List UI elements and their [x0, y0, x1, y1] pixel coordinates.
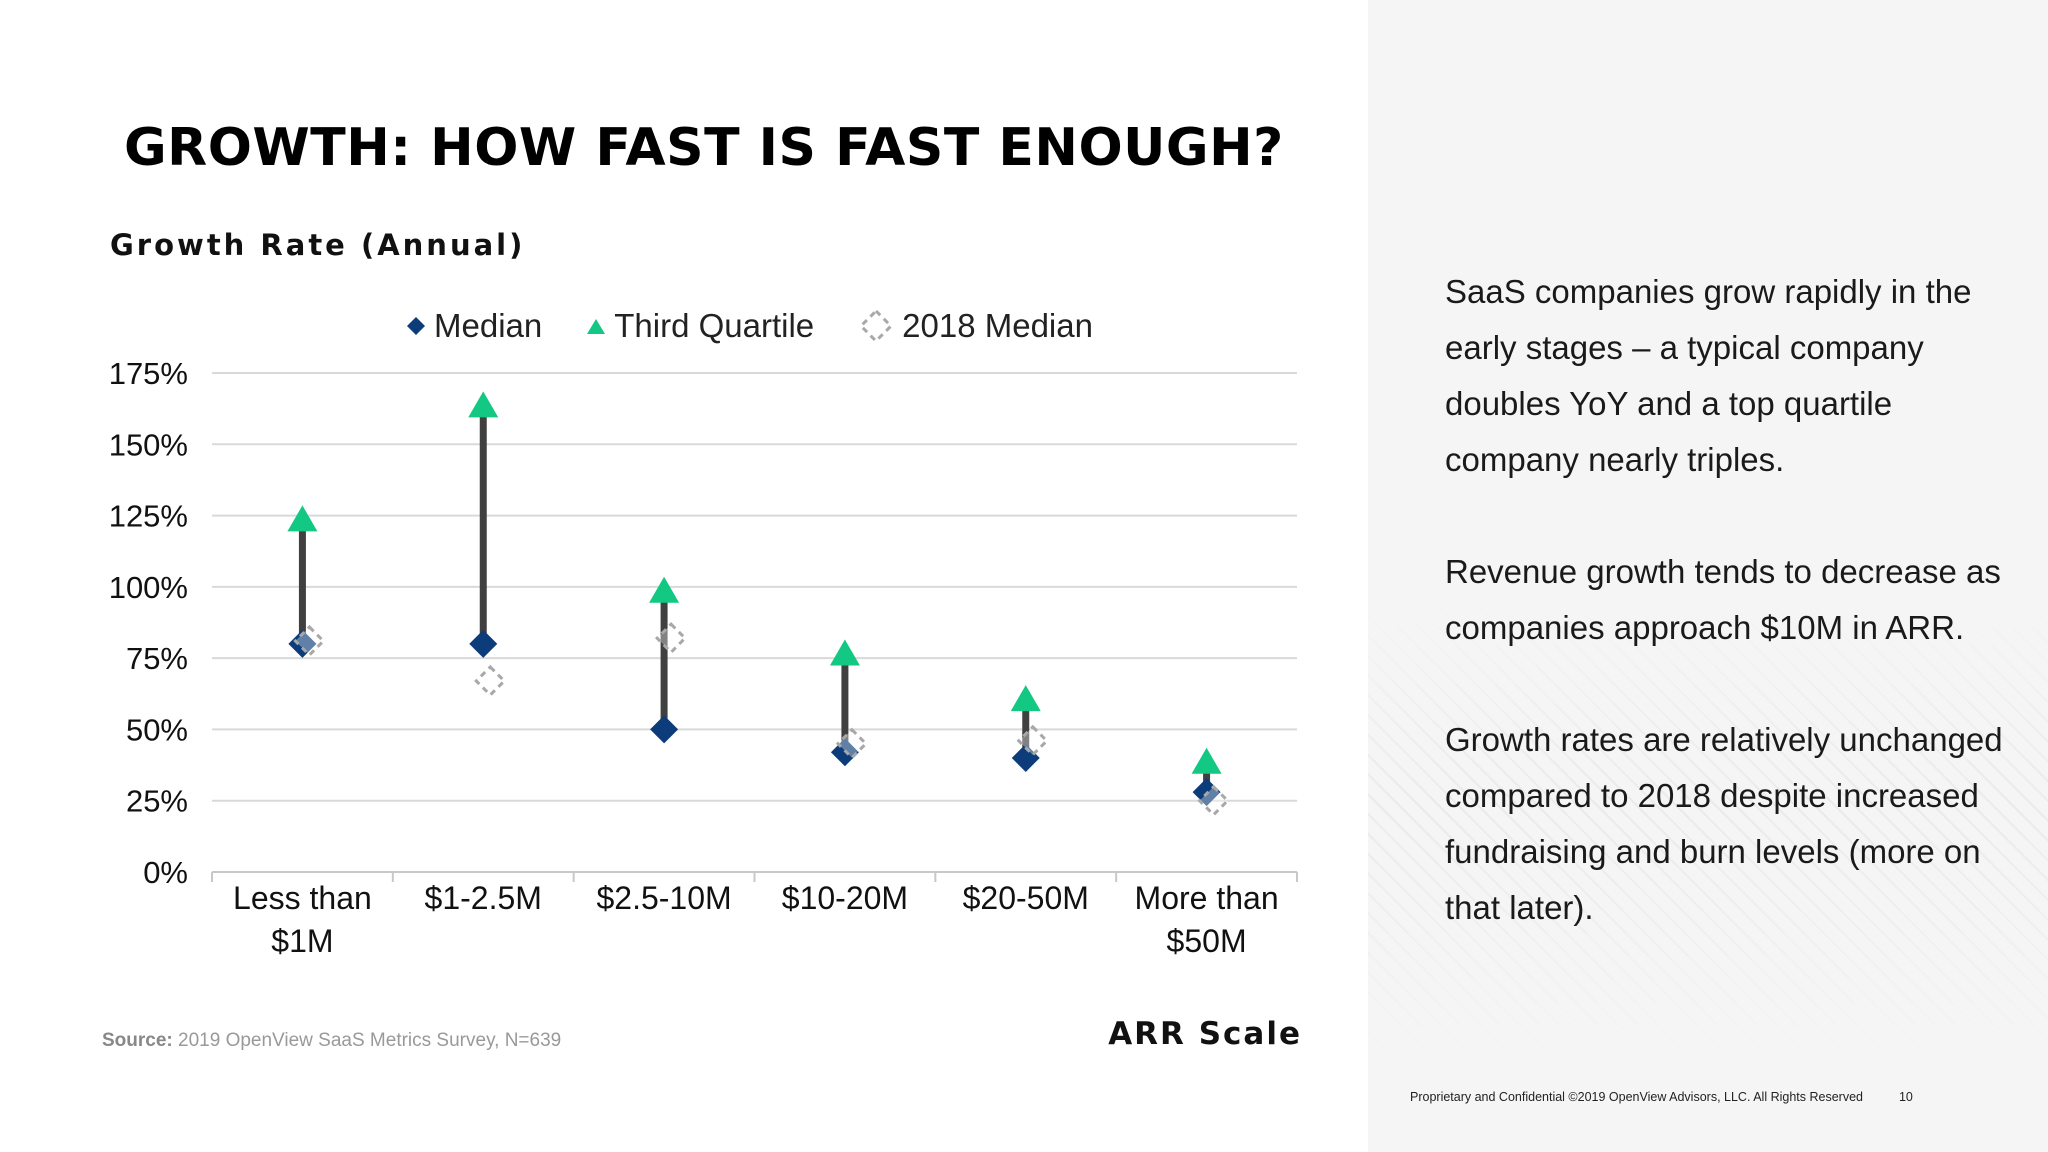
note-paragraph: SaaS companies grow rapidly in the early… — [1445, 273, 1972, 478]
legend-item-median: Median — [406, 307, 542, 345]
legend-item-2018-median: 2018 Median — [858, 307, 1093, 345]
y-tick-label: 50% — [126, 712, 188, 747]
x-category-label: More than $50M — [1135, 880, 1279, 959]
third-quartile-point — [468, 391, 499, 418]
y-tick-label: 150% — [109, 427, 188, 462]
third-quartile-point — [829, 639, 860, 666]
diamond-icon — [407, 317, 425, 335]
triangle-icon — [587, 319, 606, 334]
median-2018-point — [1197, 784, 1230, 817]
note-paragraph: Revenue growth tends to decrease as comp… — [1445, 553, 2001, 646]
notes-text: SaaS companies grow rapidly in the early… — [1445, 264, 2005, 992]
y-tick-label: 100% — [109, 570, 188, 605]
source-text: 2019 OpenView SaaS Metrics Survey, N=639 — [178, 1030, 562, 1051]
x-category-label: $2.5-10M — [596, 880, 731, 916]
third-quartile-point — [1191, 747, 1222, 774]
third-quartile-point — [1010, 685, 1041, 712]
median-2018-point — [474, 664, 507, 698]
source-label: Source: — [102, 1030, 173, 1051]
footer-copyright: Proprietary and Confidential ©2019 OpenV… — [1410, 1090, 1863, 1104]
page-number: 10 — [1898, 1090, 1913, 1104]
x-category-label-line: $1M — [271, 923, 333, 959]
legend-label-median: Median — [434, 307, 543, 344]
note-paragraph: Growth rates are relatively unchanged co… — [1445, 721, 2003, 926]
x-category-label-line: $10-20M — [782, 880, 908, 916]
y-tick-label: 0% — [143, 855, 188, 890]
median-2018-point — [1016, 724, 1049, 757]
x-category-label-line: $1-2.5M — [425, 880, 542, 916]
x-category-label: $1-2.5M — [425, 880, 542, 916]
growth-rate-chart: 0% 25% 50% 75% 100% 125% 150% 175% Less than $1M $… — [109, 356, 1298, 959]
x-category-label: $10-20M — [782, 880, 908, 916]
third-quartile-point — [287, 505, 318, 532]
third-quartile-point — [649, 576, 680, 603]
median-point — [288, 629, 317, 658]
y-tick-label: 125% — [109, 499, 188, 534]
chart-title: Growth Rate (Annual) — [110, 228, 526, 262]
median-2018-point — [654, 622, 688, 655]
median-2018-point — [293, 624, 326, 658]
chart-legend: Median Third Quartile 2018 Median — [406, 302, 1093, 350]
slide-footer: Proprietary and Confidential ©2019 OpenV… — [1410, 1090, 1913, 1104]
y-tick-label: 75% — [126, 641, 188, 676]
legend-item-third-quartile: Third Quartile — [586, 307, 814, 345]
x-category-label-line: $2.5-10M — [596, 880, 731, 916]
notes-panel — [1368, 0, 2048, 1152]
legend-label-2018-median: 2018 Median — [902, 307, 1093, 344]
y-tick-label: 25% — [126, 784, 188, 819]
x-category-label: Less than $1M — [233, 880, 372, 959]
x-category-label-line: More than — [1135, 880, 1279, 916]
x-category-label-line: $20-50M — [963, 880, 1089, 916]
dashed-diamond-icon — [859, 308, 894, 344]
x-category-label: $20-50M — [963, 880, 1089, 916]
legend-label-third-quartile: Third Quartile — [614, 307, 815, 344]
median-point — [1011, 743, 1040, 772]
x-category-label-line: $50M — [1167, 923, 1247, 959]
median-point — [650, 715, 679, 744]
median-point — [469, 629, 498, 658]
slide-title: GROWTH: HOW FAST IS FAST ENOUGH? — [124, 118, 1284, 178]
median-2018-point — [835, 727, 869, 760]
y-tick-label: 175% — [109, 356, 188, 391]
x-axis-title: ARR Scale — [1108, 1016, 1302, 1052]
x-category-label-line: Less than — [233, 880, 372, 916]
hatch-decoration — [1368, 0, 2048, 1152]
source-note: Source: 2019 OpenView SaaS Metrics Surve… — [102, 1030, 561, 1052]
